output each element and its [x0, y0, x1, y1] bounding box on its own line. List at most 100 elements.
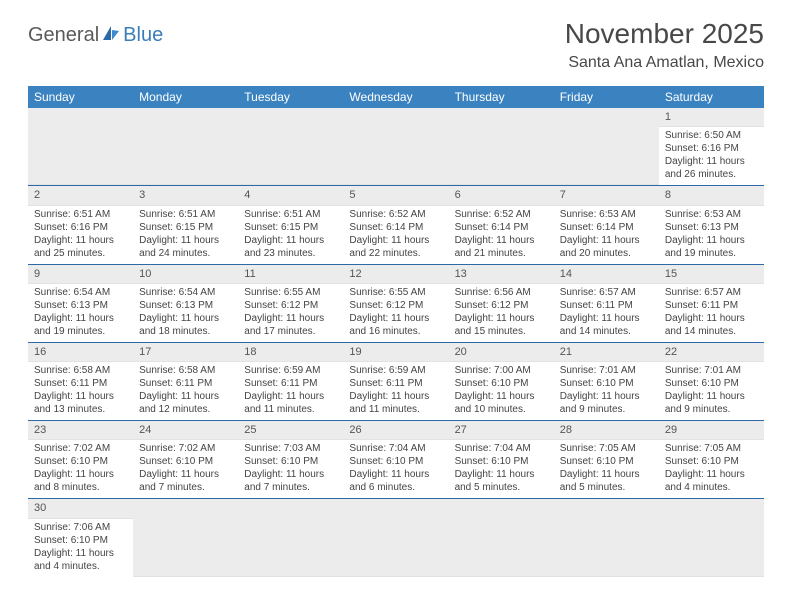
sail-icon [101, 24, 121, 47]
sunrise-line: Sunrise: 7:05 AM [665, 442, 758, 455]
daylight-line: Daylight: 11 hours and 11 minutes. [349, 390, 442, 416]
day-details: Sunrise: 7:05 AMSunset: 6:10 PMDaylight:… [659, 440, 764, 498]
day-details: Sunrise: 6:54 AMSunset: 6:13 PMDaylight:… [28, 284, 133, 342]
calendar-cell: 8Sunrise: 6:53 AMSunset: 6:13 PMDaylight… [659, 186, 764, 264]
calendar-cell: 30Sunrise: 7:06 AMSunset: 6:10 PMDayligh… [28, 499, 133, 577]
day-number: 20 [449, 343, 554, 362]
sunset-line: Sunset: 6:10 PM [665, 377, 758, 390]
calendar-cell: 25Sunrise: 7:03 AMSunset: 6:10 PMDayligh… [238, 421, 343, 499]
sunrise-line: Sunrise: 6:51 AM [34, 208, 127, 221]
sunrise-line: Sunrise: 6:57 AM [560, 286, 653, 299]
brand-logo: General Blue [28, 18, 163, 47]
calendar-cell: 22Sunrise: 7:01 AMSunset: 6:10 PMDayligh… [659, 342, 764, 420]
sunrise-line: Sunrise: 6:53 AM [665, 208, 758, 221]
day-details: Sunrise: 7:06 AMSunset: 6:10 PMDaylight:… [28, 519, 133, 577]
sunset-line: Sunset: 6:16 PM [665, 142, 758, 155]
sunset-line: Sunset: 6:10 PM [139, 455, 232, 468]
calendar-cell [554, 108, 659, 186]
sunset-line: Sunset: 6:12 PM [244, 299, 337, 312]
sunrise-line: Sunrise: 6:54 AM [139, 286, 232, 299]
daylight-line: Daylight: 11 hours and 23 minutes. [244, 234, 337, 260]
day-number: 27 [449, 421, 554, 440]
calendar-cell: 26Sunrise: 7:04 AMSunset: 6:10 PMDayligh… [343, 421, 448, 499]
day-details: Sunrise: 6:55 AMSunset: 6:12 PMDaylight:… [238, 284, 343, 342]
sunset-line: Sunset: 6:11 PM [139, 377, 232, 390]
daylight-line: Daylight: 11 hours and 14 minutes. [665, 312, 758, 338]
calendar-cell: 29Sunrise: 7:05 AMSunset: 6:10 PMDayligh… [659, 421, 764, 499]
daylight-line: Daylight: 11 hours and 4 minutes. [34, 547, 127, 573]
day-details: Sunrise: 6:50 AMSunset: 6:16 PMDaylight:… [659, 127, 764, 185]
sunrise-line: Sunrise: 7:02 AM [139, 442, 232, 455]
sunrise-line: Sunrise: 6:54 AM [34, 286, 127, 299]
day-details: Sunrise: 6:57 AMSunset: 6:11 PMDaylight:… [554, 284, 659, 342]
sunset-line: Sunset: 6:14 PM [455, 221, 548, 234]
day-details: Sunrise: 6:53 AMSunset: 6:14 PMDaylight:… [554, 206, 659, 264]
day-details: Sunrise: 6:53 AMSunset: 6:13 PMDaylight:… [659, 206, 764, 264]
day-details: Sunrise: 7:02 AMSunset: 6:10 PMDaylight:… [133, 440, 238, 498]
day-details: Sunrise: 6:58 AMSunset: 6:11 PMDaylight:… [28, 362, 133, 420]
calendar-cell: 13Sunrise: 6:56 AMSunset: 6:12 PMDayligh… [449, 264, 554, 342]
daylight-line: Daylight: 11 hours and 18 minutes. [139, 312, 232, 338]
sunset-line: Sunset: 6:10 PM [34, 455, 127, 468]
calendar-cell: 15Sunrise: 6:57 AMSunset: 6:11 PMDayligh… [659, 264, 764, 342]
day-details: Sunrise: 7:04 AMSunset: 6:10 PMDaylight:… [449, 440, 554, 498]
location: Santa Ana Amatlan, Mexico [565, 54, 764, 72]
brand-blue: Blue [123, 24, 163, 47]
weekday-header: Thursday [449, 86, 554, 108]
day-details: Sunrise: 6:51 AMSunset: 6:15 PMDaylight:… [133, 206, 238, 264]
day-number: 16 [28, 343, 133, 362]
sunset-line: Sunset: 6:10 PM [349, 455, 442, 468]
sunrise-line: Sunrise: 6:55 AM [349, 286, 442, 299]
sunrise-line: Sunrise: 6:53 AM [560, 208, 653, 221]
day-number: 22 [659, 343, 764, 362]
calendar-cell: 5Sunrise: 6:52 AMSunset: 6:14 PMDaylight… [343, 186, 448, 264]
calendar-cell: 9Sunrise: 6:54 AMSunset: 6:13 PMDaylight… [28, 264, 133, 342]
daylight-line: Daylight: 11 hours and 19 minutes. [665, 234, 758, 260]
calendar-cell: 23Sunrise: 7:02 AMSunset: 6:10 PMDayligh… [28, 421, 133, 499]
sunset-line: Sunset: 6:12 PM [455, 299, 548, 312]
calendar-cell [554, 499, 659, 577]
calendar-cell [28, 108, 133, 186]
sunset-line: Sunset: 6:10 PM [455, 455, 548, 468]
day-details: Sunrise: 7:05 AMSunset: 6:10 PMDaylight:… [554, 440, 659, 498]
sunset-line: Sunset: 6:12 PM [349, 299, 442, 312]
daylight-line: Daylight: 11 hours and 4 minutes. [665, 468, 758, 494]
calendar-cell: 24Sunrise: 7:02 AMSunset: 6:10 PMDayligh… [133, 421, 238, 499]
sunset-line: Sunset: 6:11 PM [34, 377, 127, 390]
day-details: Sunrise: 6:58 AMSunset: 6:11 PMDaylight:… [133, 362, 238, 420]
daylight-line: Daylight: 11 hours and 5 minutes. [455, 468, 548, 494]
day-number: 30 [28, 499, 133, 518]
day-details: Sunrise: 7:01 AMSunset: 6:10 PMDaylight:… [659, 362, 764, 420]
day-details: Sunrise: 6:54 AMSunset: 6:13 PMDaylight:… [133, 284, 238, 342]
calendar-cell: 3Sunrise: 6:51 AMSunset: 6:15 PMDaylight… [133, 186, 238, 264]
calendar-cell: 19Sunrise: 6:59 AMSunset: 6:11 PMDayligh… [343, 342, 448, 420]
day-number: 29 [659, 421, 764, 440]
sunrise-line: Sunrise: 6:57 AM [665, 286, 758, 299]
daylight-line: Daylight: 11 hours and 9 minutes. [560, 390, 653, 416]
daylight-line: Daylight: 11 hours and 7 minutes. [139, 468, 232, 494]
calendar-cell: 10Sunrise: 6:54 AMSunset: 6:13 PMDayligh… [133, 264, 238, 342]
sunset-line: Sunset: 6:10 PM [34, 534, 127, 547]
calendar-cell: 18Sunrise: 6:59 AMSunset: 6:11 PMDayligh… [238, 342, 343, 420]
sunrise-line: Sunrise: 7:04 AM [455, 442, 548, 455]
calendar-cell: 27Sunrise: 7:04 AMSunset: 6:10 PMDayligh… [449, 421, 554, 499]
day-number: 1 [659, 108, 764, 127]
day-number: 15 [659, 265, 764, 284]
day-number: 13 [449, 265, 554, 284]
sunset-line: Sunset: 6:16 PM [34, 221, 127, 234]
page-header: General Blue November 2025 Santa Ana Ama… [28, 18, 764, 72]
daylight-line: Daylight: 11 hours and 14 minutes. [560, 312, 653, 338]
daylight-line: Daylight: 11 hours and 24 minutes. [139, 234, 232, 260]
sunrise-line: Sunrise: 6:59 AM [244, 364, 337, 377]
calendar-cell: 16Sunrise: 6:58 AMSunset: 6:11 PMDayligh… [28, 342, 133, 420]
sunset-line: Sunset: 6:13 PM [34, 299, 127, 312]
day-number: 5 [343, 186, 448, 205]
day-number: 23 [28, 421, 133, 440]
sunset-line: Sunset: 6:14 PM [349, 221, 442, 234]
daylight-line: Daylight: 11 hours and 15 minutes. [455, 312, 548, 338]
weekday-header: Monday [133, 86, 238, 108]
calendar-cell [133, 499, 238, 577]
daylight-line: Daylight: 11 hours and 12 minutes. [139, 390, 232, 416]
day-number: 2 [28, 186, 133, 205]
calendar-cell: 11Sunrise: 6:55 AMSunset: 6:12 PMDayligh… [238, 264, 343, 342]
